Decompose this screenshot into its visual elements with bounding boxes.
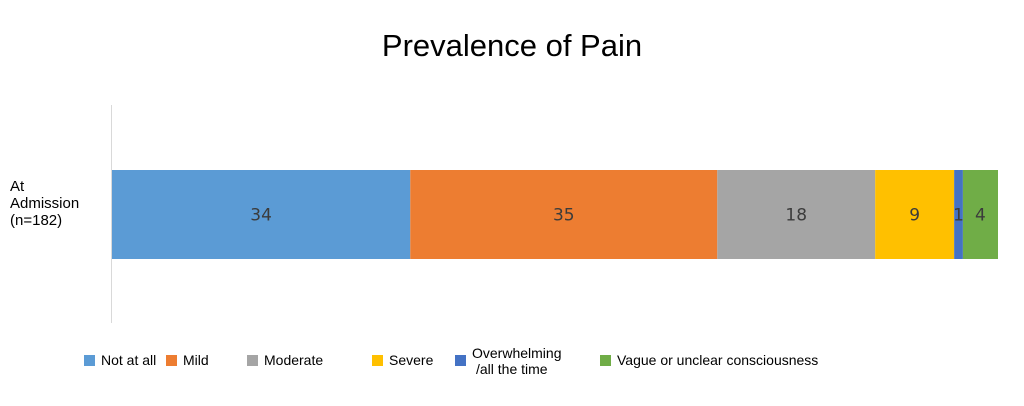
legend-label: Severe	[389, 352, 434, 368]
legend: Not at all Mild Moderate Severe Overwhelming…	[0, 340, 1024, 390]
bar-segment	[954, 170, 963, 259]
data-label: 1	[953, 206, 964, 226]
bar-segment	[410, 170, 718, 259]
category-label: At Admission (n=182)	[10, 178, 105, 229]
legend-label: Moderate	[264, 352, 324, 368]
chart-title: Prevalence of Pain	[381, 28, 643, 63]
bar-segment	[112, 170, 411, 259]
legend-swatch	[166, 355, 177, 366]
legend-label: Vague or unclear consciousness	[617, 352, 819, 368]
category-label-line: (n=182)	[10, 212, 63, 229]
legend-label: Not at all	[101, 352, 157, 368]
legend-label: Mild	[183, 352, 209, 368]
data-label: 35	[553, 206, 575, 226]
plot-area: 34 35 18 9 1 4	[111, 105, 998, 323]
data-label: 9	[909, 206, 920, 226]
bar-segment	[875, 170, 955, 259]
data-label: 18	[785, 206, 807, 226]
legend-swatch	[247, 355, 258, 366]
category-label-line: Admission	[10, 195, 80, 212]
legend-swatch	[84, 355, 95, 366]
legend-label: Overwhelming/all the time	[472, 345, 562, 377]
legend-swatch	[600, 355, 611, 366]
bar-segment	[962, 170, 998, 259]
legend-swatch	[372, 355, 383, 366]
category-label-line: At	[10, 178, 25, 195]
data-label: 4	[975, 206, 986, 226]
bar-segment	[717, 170, 876, 259]
data-label: 34	[250, 206, 272, 226]
legend-swatch	[455, 355, 466, 366]
